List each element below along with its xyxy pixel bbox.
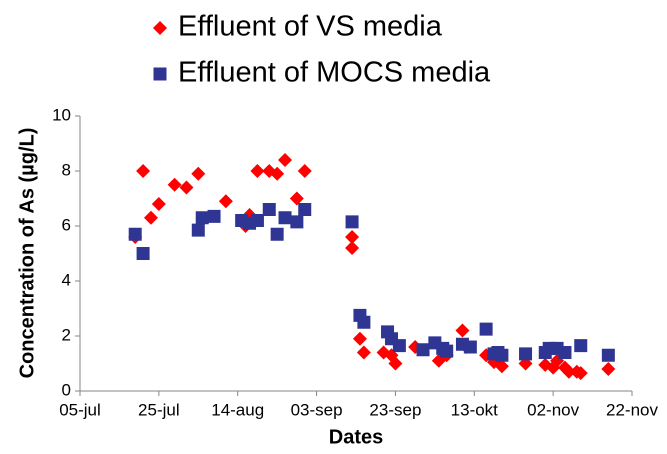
data-point [136, 164, 151, 178]
x-tick-label: 02-nov [527, 400, 579, 419]
data-point [357, 315, 371, 329]
data-point [289, 191, 304, 206]
data-point [278, 153, 293, 167]
data-point [392, 339, 406, 353]
x-tick-label: 13-okt [451, 400, 499, 419]
data-point [270, 166, 285, 181]
data-point [143, 210, 158, 225]
x-tick-label: 03-sep [291, 400, 343, 419]
data-point [136, 247, 150, 260]
data-point [601, 348, 615, 362]
data-point [352, 331, 367, 346]
data-point [179, 180, 194, 195]
y-tick-label: 4 [62, 270, 71, 289]
legend-label: Effluent of MOCS media [178, 57, 491, 89]
data-point [151, 197, 166, 211]
x-tick-label: 14-aug [211, 400, 264, 419]
data-point [479, 322, 493, 336]
data-point [345, 215, 359, 229]
x-tick-label: 05-jul [59, 400, 101, 419]
y-tick-label: 0 [62, 380, 71, 399]
data-point [440, 344, 454, 358]
data-point [270, 227, 284, 241]
x-tick-label: 22-nov [606, 400, 658, 419]
data-point [345, 241, 360, 255]
x-axis-title: Dates [329, 426, 383, 448]
data-point [463, 340, 477, 354]
x-tick-label: 23-sep [369, 400, 421, 419]
y-tick-label: 6 [62, 215, 71, 234]
data-point [250, 214, 264, 227]
data-point [262, 203, 276, 216]
data-point [278, 211, 292, 225]
data-point [297, 164, 312, 178]
data-point [191, 166, 206, 181]
data-point [573, 366, 588, 381]
data-point [207, 209, 221, 223]
data-point [218, 194, 233, 209]
legend-label: Effluent of VS media [178, 11, 443, 43]
x-tick-label: 25-jul [138, 400, 180, 419]
data-point [495, 348, 509, 362]
data-point [388, 356, 403, 371]
data-point [167, 177, 182, 192]
data-point [345, 230, 360, 244]
y-tick-label: 10 [52, 105, 71, 124]
y-tick-label: 8 [62, 160, 71, 179]
data-point [191, 223, 205, 237]
data-point [416, 343, 430, 357]
data-point [601, 362, 616, 376]
data-point [290, 215, 304, 229]
y-tick-label: 2 [62, 325, 71, 344]
data-point [558, 346, 572, 359]
data-point [356, 345, 371, 360]
y-axis-title: Concentration of As (µg/L) [16, 128, 38, 379]
data-point [298, 203, 312, 216]
legend-marker [153, 21, 167, 35]
data-point [574, 339, 588, 353]
legend-marker [153, 67, 167, 81]
data-point [250, 164, 265, 178]
data-point [195, 211, 209, 225]
data-point [128, 227, 142, 241]
data-point [561, 364, 576, 379]
data-point [455, 323, 470, 338]
data-point [519, 347, 533, 361]
data-point [494, 359, 509, 374]
